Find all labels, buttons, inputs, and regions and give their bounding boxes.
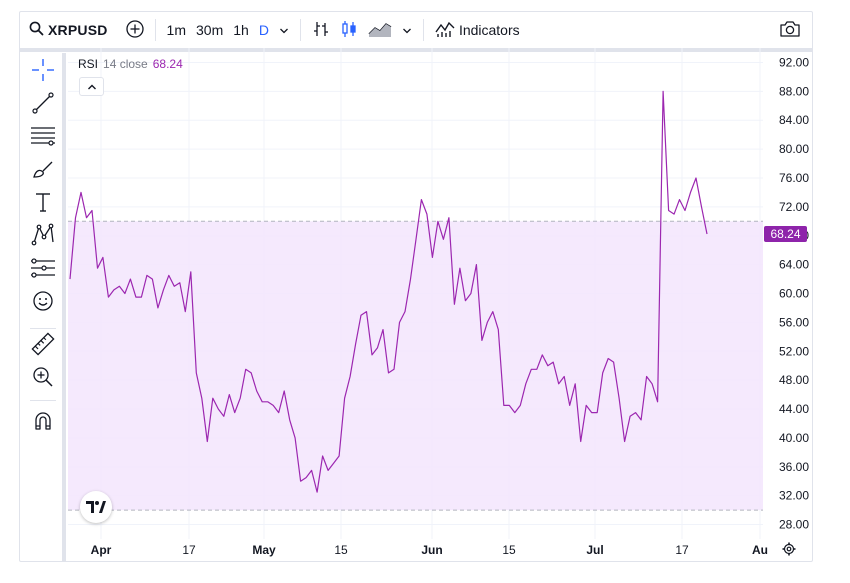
snapshot-button[interactable] bbox=[774, 16, 806, 44]
toolbar-divider bbox=[299, 19, 301, 41]
magnet-icon bbox=[31, 409, 55, 438]
scale-settings-button[interactable] bbox=[782, 542, 796, 556]
y-tick-label: 64.00 bbox=[779, 258, 809, 272]
y-tick-label: 36.00 bbox=[779, 460, 809, 474]
y-tick-label: 56.00 bbox=[779, 315, 809, 329]
interval-menu-button[interactable] bbox=[274, 16, 294, 44]
tradingview-logo[interactable] bbox=[80, 491, 112, 523]
candles-icon bbox=[340, 20, 358, 41]
x-tick-label: May bbox=[252, 543, 276, 557]
camera-icon bbox=[779, 20, 801, 41]
symbol-label: XRPUSD bbox=[48, 22, 108, 38]
ruler-icon bbox=[31, 331, 55, 361]
emoji-tool-button[interactable] bbox=[28, 288, 58, 318]
y-tick-label: 84.00 bbox=[779, 113, 809, 127]
bars-style-button[interactable] bbox=[307, 16, 335, 44]
y-tick-label: 44.00 bbox=[779, 402, 809, 416]
x-tick-label: Jul bbox=[586, 543, 603, 557]
bars-icon bbox=[312, 20, 330, 41]
svg-text:68.24: 68.24 bbox=[770, 227, 800, 241]
projection-icon bbox=[30, 256, 56, 285]
indicators-label: Indicators bbox=[458, 22, 520, 38]
indicator-legend[interactable]: RSI 14 close 68.24 bbox=[78, 57, 183, 71]
legend-value: 68.24 bbox=[152, 57, 183, 71]
x-tick-label: 15 bbox=[334, 543, 348, 557]
y-tick-label: 72.00 bbox=[779, 200, 809, 214]
brush-icon bbox=[31, 157, 55, 186]
legend-params: 14 close bbox=[103, 57, 148, 71]
y-tick-label: 28.00 bbox=[779, 518, 809, 532]
area-chart-icon bbox=[368, 20, 392, 41]
horizontal-lines-tool-button[interactable] bbox=[28, 123, 58, 153]
plus-circle-icon bbox=[125, 19, 144, 41]
zoom-in-tool-button[interactable] bbox=[28, 364, 58, 394]
projection-tool-button[interactable] bbox=[28, 255, 58, 285]
emoji-icon bbox=[31, 289, 55, 318]
y-tick-label: 88.00 bbox=[779, 84, 809, 98]
y-tick-label: 92.00 bbox=[779, 55, 809, 69]
chevron-down-icon bbox=[279, 22, 289, 38]
magnet-tool-button[interactable] bbox=[28, 408, 58, 438]
trend-line-icon bbox=[31, 91, 55, 120]
x-tick-label: 15 bbox=[502, 543, 516, 557]
last-value-label: 68.24 bbox=[764, 226, 807, 243]
x-tick-label: Au bbox=[752, 543, 768, 557]
legend-name: RSI bbox=[78, 57, 99, 71]
horizontal-lines-icon bbox=[30, 124, 56, 153]
symbol-search-button[interactable]: XRPUSD bbox=[29, 21, 108, 39]
drawing-toolbar bbox=[20, 53, 66, 561]
collapse-legend-button[interactable] bbox=[79, 77, 104, 96]
tool-divider bbox=[30, 400, 56, 401]
zoom-in-icon bbox=[31, 365, 55, 394]
text-tool-button[interactable] bbox=[28, 189, 58, 219]
tool-divider bbox=[30, 328, 56, 329]
chevron-up-icon bbox=[87, 78, 97, 96]
pattern-icon bbox=[31, 223, 55, 252]
indicators-icon bbox=[435, 20, 455, 41]
crosshair-icon bbox=[31, 58, 55, 87]
interval-d-button[interactable]: D bbox=[258, 22, 269, 38]
interval-1m-button[interactable]: 1m bbox=[166, 22, 186, 38]
rsi-series-line bbox=[69, 90, 708, 493]
toolbar-divider bbox=[154, 19, 156, 41]
y-tick-label: 48.00 bbox=[779, 373, 809, 387]
x-tick-label: 17 bbox=[182, 543, 196, 557]
area-style-button[interactable] bbox=[363, 16, 397, 44]
top-toolbar: XRPUSD 1m 30m 1h D bbox=[20, 12, 812, 48]
x-tick-label: 17 bbox=[675, 543, 689, 557]
y-tick-label: 32.00 bbox=[779, 489, 809, 503]
toolbar-divider bbox=[20, 48, 812, 52]
brush-tool-button[interactable] bbox=[28, 156, 58, 186]
y-tick-label: 52.00 bbox=[779, 344, 809, 358]
y-tick-label: 60.00 bbox=[779, 287, 809, 301]
compare-symbol-button[interactable] bbox=[121, 16, 149, 44]
y-tick-label: 76.00 bbox=[779, 171, 809, 185]
chevron-down-icon bbox=[402, 22, 412, 38]
interval-30m-button[interactable]: 30m bbox=[196, 22, 224, 38]
rsi-band-fill bbox=[68, 221, 763, 511]
crosshair-tool-button[interactable] bbox=[28, 57, 58, 87]
toolbar-divider bbox=[422, 19, 424, 41]
interval-1h-button[interactable]: 1h bbox=[233, 22, 249, 38]
x-tick-label: Jun bbox=[421, 543, 442, 557]
trend-line-tool-button[interactable] bbox=[28, 90, 58, 120]
text-icon bbox=[31, 190, 55, 219]
pattern-tool-button[interactable] bbox=[28, 222, 58, 252]
ruler-tool-button[interactable] bbox=[28, 331, 58, 361]
chart-type-menu-button[interactable] bbox=[397, 16, 417, 44]
x-tick-label: Apr bbox=[91, 543, 112, 557]
search-icon bbox=[29, 21, 48, 39]
candles-style-button[interactable] bbox=[335, 16, 363, 44]
indicators-button[interactable]: Indicators bbox=[430, 16, 525, 44]
y-tick-label: 40.00 bbox=[779, 431, 809, 445]
y-tick-label: 80.00 bbox=[779, 142, 809, 156]
gear-icon bbox=[782, 542, 796, 556]
